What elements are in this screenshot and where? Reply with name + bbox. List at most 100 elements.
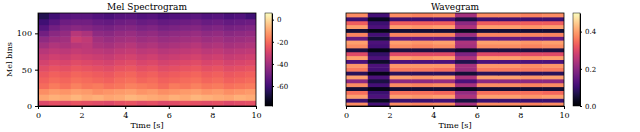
cell [147, 42, 158, 48]
tick-label: 6 [475, 111, 480, 120]
cell [103, 13, 114, 19]
cell [433, 36, 455, 40]
cell [455, 98, 477, 102]
cell [103, 65, 114, 71]
cell [38, 65, 49, 71]
cell [390, 44, 412, 48]
cell [520, 87, 542, 91]
cell [169, 89, 180, 95]
cell [368, 25, 390, 29]
cell [433, 91, 455, 95]
cell [93, 83, 104, 89]
cell [433, 17, 455, 21]
cell [368, 67, 390, 71]
cell [455, 48, 477, 52]
cell [202, 83, 213, 89]
cell [93, 30, 104, 36]
cell [158, 13, 169, 19]
cell [114, 77, 125, 83]
cell [125, 100, 136, 106]
cell [455, 25, 477, 29]
cell [368, 56, 390, 60]
tick-label: 6 [167, 111, 172, 120]
cell [60, 60, 71, 66]
cell [520, 60, 542, 64]
cell [191, 48, 202, 54]
cell [520, 40, 542, 44]
colorbar-gradient [265, 13, 272, 106]
cell [60, 89, 71, 95]
cell [520, 44, 542, 48]
cell [71, 83, 82, 89]
heatmap-cells [346, 13, 564, 106]
cell [346, 17, 368, 21]
cell [411, 25, 433, 29]
cell [455, 75, 477, 79]
cell [346, 98, 368, 102]
cell [499, 32, 521, 36]
cell [346, 36, 368, 40]
cell [542, 52, 564, 56]
cell [136, 89, 147, 95]
cell [114, 30, 125, 36]
cell [433, 44, 455, 48]
cell [411, 21, 433, 25]
cell [49, 77, 60, 83]
cell [180, 19, 191, 25]
cell [158, 19, 169, 25]
cell [346, 40, 368, 44]
cell [390, 91, 412, 95]
tick: 0.0 [580, 103, 596, 111]
cell [82, 83, 93, 89]
cell [114, 25, 125, 31]
colorbar-axis-line [580, 14, 581, 107]
cell [38, 83, 49, 89]
cell [180, 94, 191, 100]
cell [49, 25, 60, 31]
cell [136, 83, 147, 89]
cell [60, 77, 71, 83]
cell [368, 71, 390, 75]
cell [60, 54, 71, 60]
tick-label: 10 [251, 111, 261, 120]
cell [499, 13, 521, 17]
cell [191, 65, 202, 71]
cell [103, 19, 114, 25]
cell [368, 48, 390, 52]
cell [411, 94, 433, 98]
tick-mark [580, 106, 582, 107]
cell [455, 36, 477, 40]
cell [82, 48, 93, 54]
tick: 6 [475, 106, 480, 120]
x-axis-title: Time [s] [130, 121, 163, 130]
cell [346, 94, 368, 98]
cell [520, 36, 542, 40]
cell [245, 100, 256, 106]
cell [180, 83, 191, 89]
cell [71, 25, 82, 31]
cell [93, 77, 104, 83]
cell [71, 94, 82, 100]
cell [180, 54, 191, 60]
cell [346, 44, 368, 48]
tick-label: 0 [36, 111, 41, 120]
tick: 0 [27, 102, 38, 111]
cell [542, 63, 564, 67]
colorbar-axis: 0-20-40-60 [272, 14, 288, 107]
cell [542, 32, 564, 36]
cell [114, 19, 125, 25]
cell [433, 21, 455, 25]
cell [147, 83, 158, 89]
cell [411, 87, 433, 91]
cell [477, 60, 499, 64]
cell [433, 29, 455, 33]
cell [223, 54, 234, 60]
cell [542, 48, 564, 52]
cell [38, 77, 49, 83]
cell [82, 60, 93, 66]
cell [542, 98, 564, 102]
cell [433, 48, 455, 52]
cell [234, 83, 245, 89]
cell [223, 60, 234, 66]
cell [223, 30, 234, 36]
